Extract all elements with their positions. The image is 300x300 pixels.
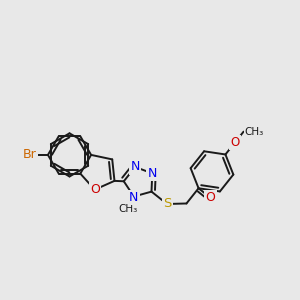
Text: Br: Br	[23, 148, 36, 161]
Text: O: O	[206, 191, 215, 204]
Text: N: N	[130, 160, 140, 173]
Text: CH₃: CH₃	[244, 127, 264, 136]
Text: N: N	[148, 167, 157, 180]
Text: O: O	[90, 183, 100, 196]
Text: CH₃: CH₃	[118, 204, 138, 214]
Text: N: N	[129, 191, 139, 204]
Text: S: S	[163, 197, 171, 211]
Text: O: O	[230, 136, 239, 149]
